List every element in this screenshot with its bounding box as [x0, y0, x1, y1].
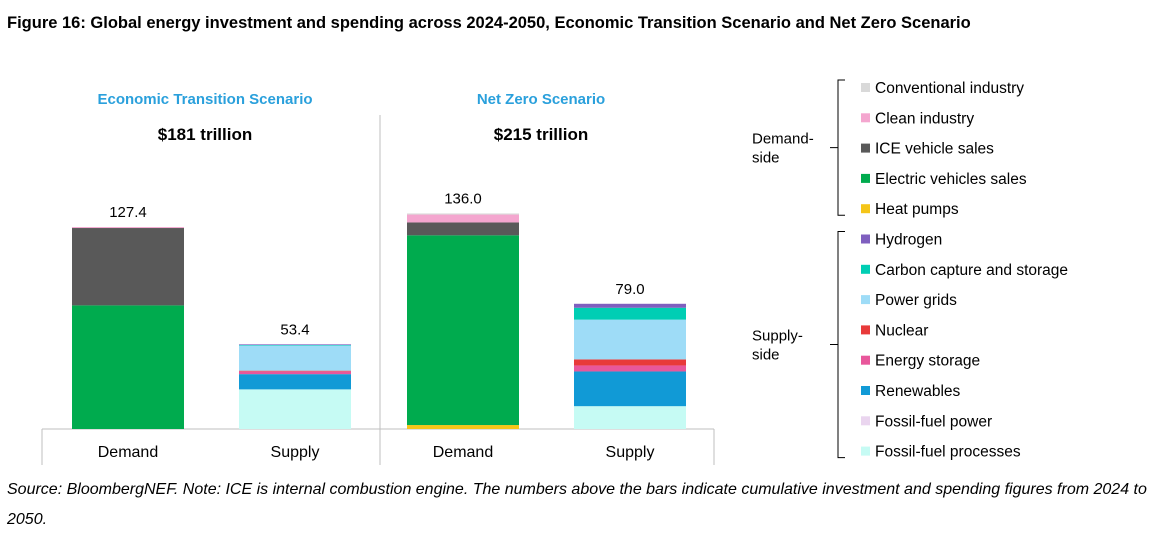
- bar-segment-clean-industry: [72, 227, 184, 229]
- bar-segment-fossil-fuel-processes: [239, 389, 351, 429]
- legend-swatch: [861, 173, 870, 183]
- legend-label: Energy storage: [875, 353, 980, 370]
- bar-segment-clean-industry: [407, 214, 519, 223]
- legend-swatch: [861, 386, 870, 395]
- legend-bracket: [830, 79, 845, 216]
- x-tick-label: Demand: [433, 444, 493, 461]
- bar-segment-nuclear: [239, 370, 351, 372]
- legend-swatch: [861, 113, 870, 123]
- bar-segment-energy-storage: [239, 371, 351, 375]
- legend-label: Power grids: [875, 292, 957, 309]
- legend-swatch: [861, 295, 870, 305]
- bar-segment-conventional-industry: [407, 213, 519, 215]
- legend-group-label: Demand-: [752, 131, 814, 148]
- bar-segment-power-grids: [574, 319, 686, 360]
- legend-label: Fossil-fuel power: [875, 413, 992, 430]
- panel-title: Net Zero Scenario: [477, 91, 605, 108]
- bar-total-label: 53.4: [280, 321, 309, 338]
- legend-label: Hydrogen: [875, 232, 942, 249]
- legend-label: Nuclear: [875, 322, 928, 339]
- bar-total-label: 127.4: [109, 204, 147, 221]
- legend-swatch: [861, 83, 870, 92]
- bar-segment-heat-pumps: [407, 425, 519, 429]
- legend-swatch: [861, 234, 870, 244]
- bar-segment-electric-vehicles-sales: [72, 305, 184, 429]
- legend-group-label: Supply-: [752, 328, 803, 345]
- legend-swatch: [861, 325, 870, 335]
- x-tick-label: Supply: [606, 444, 655, 461]
- bar-segment-hydrogen: [574, 303, 686, 308]
- legend-label: Heat pumps: [875, 201, 959, 218]
- legend-label: Renewables: [875, 383, 961, 400]
- legend-swatch: [861, 446, 870, 456]
- bar-segment-ice-vehicle-sales: [72, 228, 184, 306]
- x-tick-label: Supply: [271, 444, 320, 461]
- legend-bracket: [830, 231, 845, 459]
- legend-label: Clean industry: [875, 110, 974, 127]
- legend-swatch: [861, 143, 870, 153]
- bar-segment-energy-storage: [574, 365, 686, 372]
- panel-total: $215 trillion: [494, 125, 588, 144]
- bar-segment-nuclear: [574, 359, 686, 366]
- legend-swatch: [861, 416, 870, 426]
- bar-segment-electric-vehicles-sales: [407, 235, 519, 426]
- bar-total-label: 79.0: [615, 281, 644, 298]
- legend-label: Fossil-fuel processes: [875, 444, 1021, 461]
- legend-swatch: [861, 204, 870, 214]
- bar-segment-fossil-fuel-processes: [574, 406, 686, 429]
- panel-total: $181 trillion: [158, 125, 252, 144]
- bar-segment-carbon-capture-and-storage: [574, 307, 686, 320]
- panel-title: Economic Transition Scenario: [97, 91, 312, 108]
- source-note: Source: BloombergNEF. Note: ICE is inter…: [7, 481, 1147, 528]
- x-tick-label: Demand: [98, 444, 158, 461]
- stacked-bar-chart: Economic Transition Scenario $181 trillio…: [41, 79, 1068, 465]
- figure-title: Figure 16: Global energy investment and …: [7, 14, 971, 32]
- legend-group-label: side: [752, 150, 780, 167]
- legend-swatch: [861, 264, 870, 274]
- bar-segment-ice-vehicle-sales: [407, 222, 519, 236]
- bar-segment-renewables: [239, 374, 351, 390]
- bar-total-label: 136.0: [444, 190, 482, 207]
- legend-label: Electric vehicles sales: [875, 171, 1027, 188]
- legend-label: Conventional industry: [875, 80, 1024, 97]
- legend-swatch: [861, 355, 870, 365]
- bar-segment-renewables: [574, 371, 686, 407]
- legend-label: Carbon capture and storage: [875, 262, 1068, 279]
- legend-label: ICE vehicle sales: [875, 141, 994, 158]
- legend-group-label: side: [752, 347, 780, 364]
- bar-segment-power-grids: [239, 345, 351, 371]
- bar-segment-hydrogen: [239, 344, 351, 345]
